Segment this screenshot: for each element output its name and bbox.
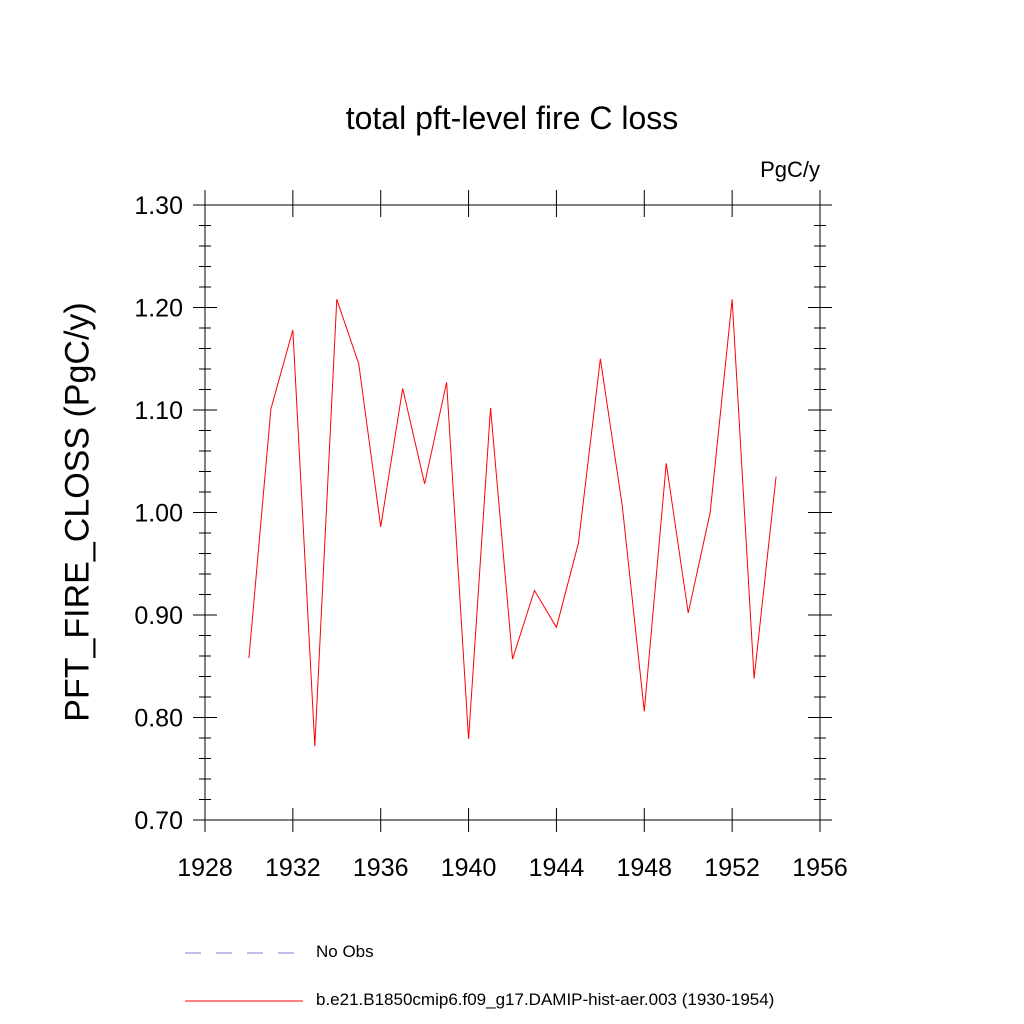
x-tick-label: 1952 [704, 854, 760, 882]
y-tick-label: 1.10 [134, 397, 183, 425]
x-tick-label: 1944 [529, 854, 585, 882]
x-tick-label: 1928 [177, 854, 233, 882]
x-tick-label: 1948 [616, 854, 672, 882]
y-tick-label: 0.70 [134, 807, 183, 835]
y-tick-label: 0.80 [134, 705, 183, 733]
plot-frame [204, 204, 821, 821]
y-tick-label: 0.90 [134, 602, 183, 630]
units-label: PgC/y [760, 157, 820, 182]
y-tick-label: 1.20 [134, 295, 183, 323]
series-line [248, 299, 777, 747]
y-tick-label: 1.30 [134, 192, 183, 220]
legend-label-model-run: b.e21.B1850cmip6.f09_g17.DAMIP-hist-aer.… [316, 990, 775, 1009]
x-tick-label: 1936 [353, 854, 409, 882]
legend-label-no-obs: No Obs [316, 942, 374, 961]
chart-title: total pft-level fire C loss [345, 100, 679, 136]
y-tick-label: 1.00 [134, 500, 183, 528]
x-tick-label: 1940 [441, 854, 497, 882]
x-tick-label: 1932 [265, 854, 321, 882]
x-tick-label: 1956 [792, 854, 848, 882]
